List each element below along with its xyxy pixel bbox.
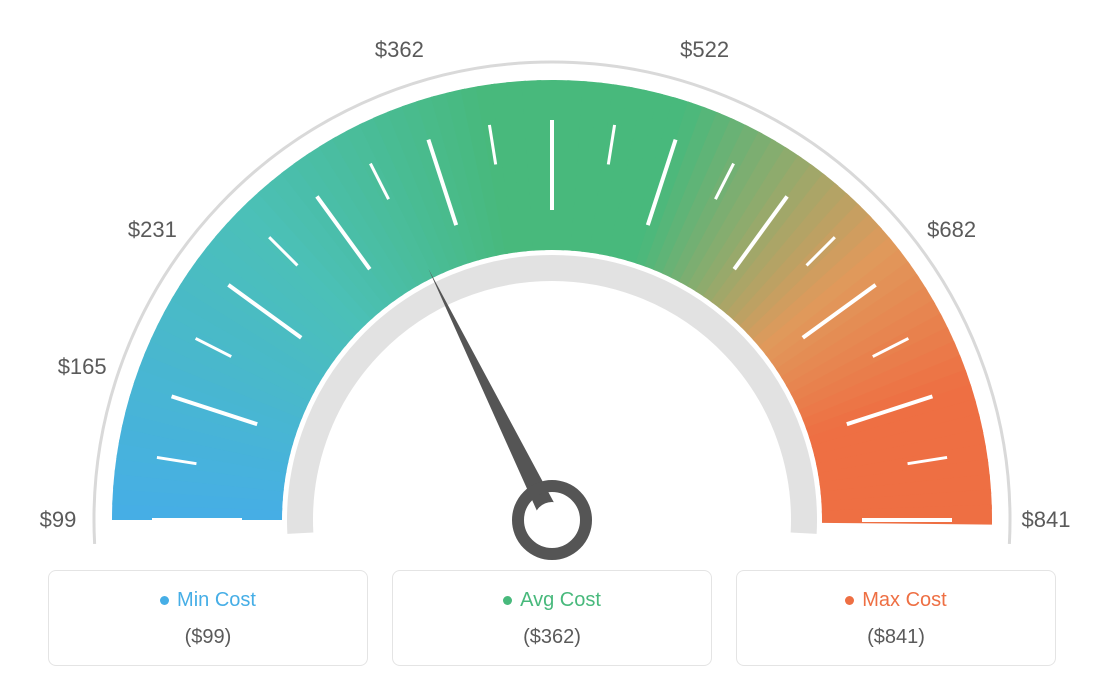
legend-title-min: Min Cost <box>160 589 256 612</box>
gauge-tick-label: $522 <box>680 37 729 63</box>
legend-card-max: Max Cost ($841) <box>736 570 1056 666</box>
gauge-tick-label: $682 <box>927 217 976 243</box>
gauge-container: $99 $165 $231 $362 $522 $682 $841 <box>0 0 1104 560</box>
legend-dot-max <box>845 596 854 605</box>
legend-title-min-label: Min Cost <box>177 589 256 612</box>
gauge-tick-label: $231 <box>128 217 177 243</box>
legend-title-max-label: Max Cost <box>862 589 946 612</box>
gauge-tick-label: $362 <box>375 37 424 63</box>
legend-value-max: ($841) <box>747 626 1045 649</box>
legend-dot-avg <box>503 596 512 605</box>
legend-title-avg-label: Avg Cost <box>520 589 601 612</box>
gauge-tick-label: $99 <box>40 507 77 533</box>
legend-dot-min <box>160 596 169 605</box>
gauge-chart <box>0 0 1104 560</box>
legend-value-avg: ($362) <box>403 626 701 649</box>
legend-card-avg: Avg Cost ($362) <box>392 570 712 666</box>
gauge-tick-label: $165 <box>58 354 107 380</box>
legend-value-min: ($99) <box>59 626 357 649</box>
gauge-tick-label: $841 <box>1022 507 1071 533</box>
legend-title-max: Max Cost <box>845 589 946 612</box>
legend-title-avg: Avg Cost <box>503 589 601 612</box>
legend-row: Min Cost ($99) Avg Cost ($362) Max Cost … <box>0 570 1104 666</box>
legend-card-min: Min Cost ($99) <box>48 570 368 666</box>
